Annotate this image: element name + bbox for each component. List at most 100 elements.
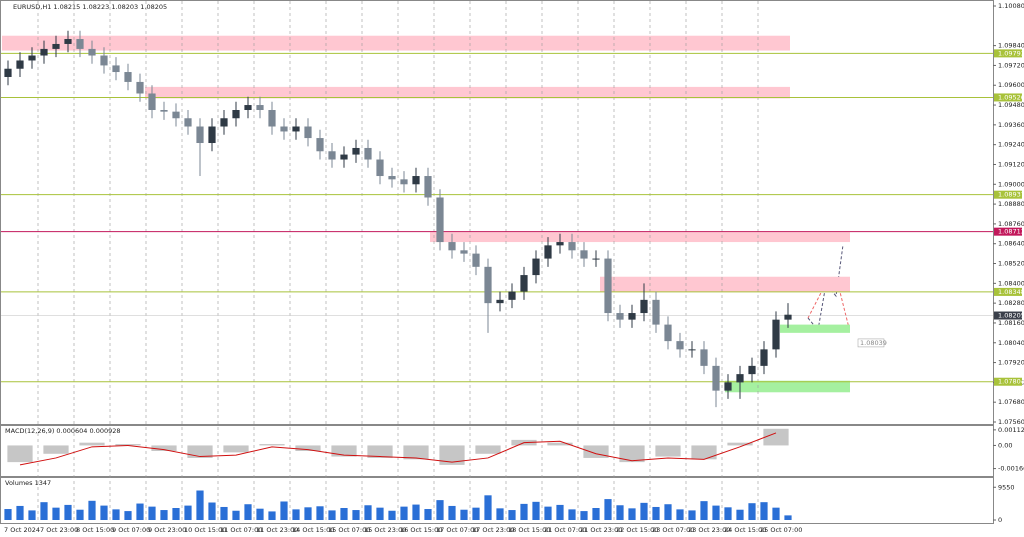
macd-bar [691, 445, 717, 460]
level-label-bg [994, 190, 1022, 199]
volume-bar [388, 510, 396, 520]
level-label-bg [994, 287, 1022, 296]
macd-bar [187, 445, 213, 458]
candle-body [496, 299, 504, 304]
level-label-bg [994, 93, 1022, 102]
candle-body [64, 39, 72, 44]
volume-bar [736, 509, 744, 520]
volume-bar [364, 505, 372, 520]
candle-body [40, 48, 48, 56]
level-label: 1.08937 [998, 191, 1024, 199]
candle-body [76, 39, 84, 49]
volume-bar [400, 506, 408, 520]
zone [600, 276, 850, 292]
volume-title: Volumes 1347 [5, 479, 51, 487]
candle-body [676, 341, 684, 350]
x-tick-label: 7 Oct 2024 [4, 526, 40, 534]
volume-bar [460, 509, 468, 520]
candle-body [556, 242, 564, 246]
volume-bar [640, 502, 648, 520]
x-tick-label: 24 Oct 15:00 [724, 526, 766, 534]
macd-bar [331, 445, 357, 457]
candle-body [460, 250, 468, 254]
y-tick-label: 1.08400 [998, 279, 1024, 287]
candle-body [292, 126, 300, 132]
candle-body [244, 105, 252, 110]
candle-body [208, 126, 216, 144]
level-label-bg [994, 49, 1022, 58]
y-tick-label: 1.10080 [998, 2, 1024, 10]
y-tick-label: 1.09120 [998, 160, 1024, 168]
x-tick-label: 11 Oct 23:00 [256, 526, 298, 534]
x-tick-label: 17 Oct 23:00 [472, 526, 514, 534]
candle-body [388, 176, 396, 180]
target-label: 1.08039 [860, 339, 887, 347]
candle-body [52, 43, 60, 49]
volume-bar [700, 501, 708, 520]
candle-body [424, 176, 432, 198]
x-tick-label: 23 Oct 23:00 [688, 526, 730, 534]
y-tick-label: 1.09840 [998, 42, 1024, 50]
volume-bar [664, 504, 672, 520]
macd-bar [43, 445, 69, 454]
candle-body [88, 48, 96, 56]
candle-body [16, 60, 24, 69]
y-tick-label: 1.09360 [998, 121, 1024, 129]
candle-body [4, 68, 12, 77]
y-tick-label: 1.09480 [998, 101, 1024, 109]
candle-body [340, 154, 348, 160]
volume-bar [340, 508, 348, 520]
macd-bar [655, 445, 681, 457]
candle-body [112, 65, 120, 73]
x-tick-label: 11 Oct 07:00 [220, 526, 262, 534]
volume-bar [448, 505, 456, 520]
candle-body [484, 266, 492, 304]
candle-body [736, 374, 744, 383]
candle-body [220, 118, 228, 127]
macd-bar [115, 444, 141, 446]
volume-bar [532, 501, 540, 520]
candle-body [352, 147, 360, 155]
volume-bar [28, 510, 36, 520]
y-tick-label: 1.08760 [998, 220, 1024, 228]
volume-bar [160, 510, 168, 520]
candle-body [640, 299, 648, 314]
candle-body [604, 258, 612, 314]
macd-bar [367, 445, 393, 458]
candle-body [316, 138, 324, 152]
volume-bar [652, 506, 660, 520]
target-label-bg [857, 338, 885, 348]
macd-bar [547, 442, 573, 446]
volume-bar [496, 508, 504, 520]
x-tick-label: 18 Oct 15:00 [508, 526, 550, 534]
volume-bar [760, 502, 768, 520]
y-tick-label: 1.09600 [998, 81, 1024, 89]
volume-bar [52, 507, 60, 520]
candle-body [184, 118, 192, 127]
volume-bar [352, 510, 360, 520]
macd-bar [583, 445, 609, 458]
y-tick-label: 1.07680 [998, 398, 1024, 406]
x-tick-label: 14 Oct 15:00 [292, 526, 334, 534]
main-panel [0, 0, 994, 425]
volume-bar [376, 507, 384, 520]
candle-body [448, 242, 456, 251]
volume-bar [4, 509, 12, 520]
volume-bar [316, 506, 324, 520]
candle-body [508, 291, 516, 300]
candle-body [532, 258, 540, 276]
volume-bar [616, 505, 624, 520]
volume-bar [220, 506, 228, 520]
volume-bar [136, 503, 144, 520]
x-tick-label: 10 Oct 15:00 [184, 526, 226, 534]
level-label: 1.08348 [998, 288, 1024, 296]
candle-body [196, 126, 204, 144]
candle-body [748, 365, 756, 375]
candle-body [268, 110, 276, 127]
candle-body [628, 313, 636, 320]
candle-body [256, 105, 264, 110]
x-tick-label: 15 Oct 23:00 [364, 526, 406, 534]
volume-bar [520, 503, 528, 520]
x-tick-label: 21 Oct 23:00 [580, 526, 622, 534]
